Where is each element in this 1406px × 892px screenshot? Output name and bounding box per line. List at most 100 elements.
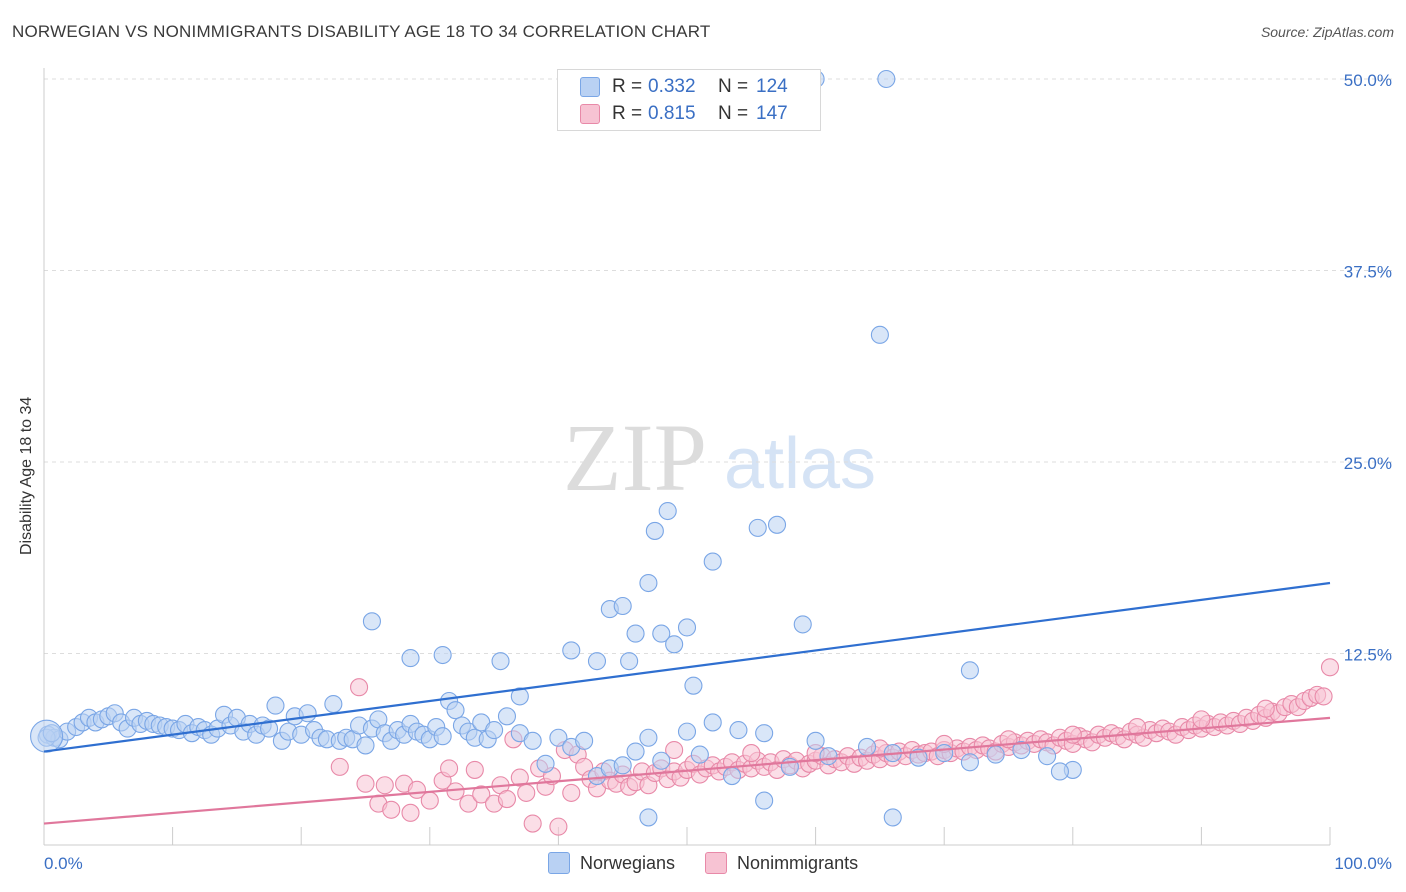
norwegians-trend-line: [43, 581, 1331, 753]
norwegians-point: [401, 649, 420, 668]
watermark-atlas: atlas: [724, 424, 876, 504]
norwegians-point: [324, 695, 343, 714]
norwegians-point: [877, 69, 896, 89]
nonimmigrants-point: [562, 783, 581, 802]
norwegians-point: [536, 754, 555, 773]
norwegians-point: [362, 612, 381, 631]
norwegians-point: [613, 596, 632, 616]
nonimmigrants-point: [523, 814, 542, 833]
norwegians-legend-swatch: [548, 852, 570, 874]
norwegians-swatch: [580, 77, 600, 97]
norwegians-point: [433, 727, 452, 746]
norwegians-point: [266, 696, 285, 715]
norwegians-point: [729, 721, 748, 740]
nonimmigrants-point: [375, 776, 394, 795]
norwegians-legend-label: Norwegians: [580, 852, 676, 873]
norwegians-point: [639, 808, 658, 827]
source-label: Source: ZipAtlas.com: [1260, 24, 1394, 40]
norwegians-point: [562, 641, 581, 660]
axes: [43, 68, 1331, 846]
norwegians-point: [935, 744, 954, 763]
nonimmigrants-point: [356, 774, 375, 793]
legend-row-nonimmigrants: R = 0.815 N = 147: [580, 101, 788, 127]
nonimmigrants-point: [1063, 725, 1082, 744]
norwegians-point: [639, 728, 658, 747]
nonimmigrants-point: [446, 782, 465, 801]
tick-labels: 12.5% 25.0% 37.5% 50.0% 0.0% 100.0%: [44, 71, 1392, 873]
nonimmigrants-point: [382, 800, 401, 819]
x-tick-label-min: 0.0%: [44, 854, 83, 873]
norwegians-point: [433, 645, 452, 665]
n-label: N =: [718, 76, 749, 97]
norwegians-point: [703, 552, 722, 571]
norwegians-point: [446, 701, 465, 720]
series-legend: Norwegians Nonimmigrants: [548, 852, 888, 874]
nonimmigrants-swatch: [580, 104, 600, 124]
norwegians-point: [677, 722, 697, 741]
nonimmigrants-trend-line: [43, 716, 1331, 825]
norwegians-point: [356, 736, 375, 755]
nonimmigrants-point: [472, 785, 491, 804]
norwegians-point: [883, 808, 902, 827]
norwegians-point: [1038, 747, 1057, 766]
norwegians-point: [960, 753, 979, 772]
norwegians-point: [30, 719, 64, 753]
nonimmigrants-point: [350, 678, 369, 697]
nonimmigrants-point: [549, 817, 568, 836]
legend-item-norwegians: Norwegians: [548, 852, 675, 874]
stats-legend: R = 0.332 N = 124 R = 0.815 N = 147: [557, 69, 821, 131]
norwegians-point: [259, 719, 279, 738]
nonimmigrants-point: [1320, 658, 1340, 677]
x-tick-label-max: 100.0%: [1334, 854, 1392, 873]
norwegians-point: [587, 652, 607, 671]
nonimmigrants-point: [1192, 710, 1211, 729]
norwegians-point: [491, 652, 510, 671]
norwegians-point: [665, 635, 684, 654]
nonimmigrants-point: [465, 760, 484, 779]
norwegians-point: [658, 501, 677, 521]
nonimmigrants-point: [1256, 699, 1275, 718]
r-label: R =: [612, 76, 643, 97]
nonimmigrants-point: [517, 783, 536, 802]
nonimmigrants-legend-label: Nonimmigrants: [737, 852, 859, 873]
nonimmigrants-point: [1128, 717, 1147, 737]
nonimmigrants-point: [1314, 687, 1333, 706]
y-tick-label: 12.5%: [1344, 646, 1392, 665]
norwegians-point: [755, 724, 774, 743]
norwegians-point: [613, 756, 632, 775]
norwegians-point: [722, 767, 742, 786]
norwegians-point: [748, 518, 767, 537]
norwegians-point: [298, 704, 317, 723]
norwegians-point: [652, 624, 671, 643]
norwegians-point: [703, 713, 722, 732]
norwegians-point: [1050, 762, 1069, 781]
norwegians-point: [960, 661, 979, 680]
nonimmigrants-point: [742, 744, 761, 763]
norwegians-point: [485, 721, 504, 740]
norwegians-point: [1012, 740, 1031, 760]
norwegians-point: [575, 731, 594, 750]
norwegians-point: [677, 618, 697, 637]
y-tick-label: 50.0%: [1344, 71, 1392, 90]
y-tick-label: 37.5%: [1344, 263, 1392, 282]
nonimmigrants-point: [401, 803, 420, 822]
nonimmigrants-legend-swatch: [705, 852, 728, 874]
norwegians-point: [690, 745, 709, 764]
nonimmigrants-point: [459, 794, 478, 813]
norwegians-point: [793, 615, 812, 634]
grid-lines: [44, 78, 1392, 654]
y-axis-label: Disability Age 18 to 34: [18, 396, 35, 555]
nonimmigrants-point: [420, 791, 439, 810]
norwegians-point: [909, 748, 928, 767]
norwegians-point: [620, 652, 639, 671]
norwegians-point: [986, 745, 1005, 764]
nonimmigrants-point: [665, 740, 684, 760]
nonimmigrants-r-value: 0.815: [648, 103, 696, 124]
norwegians-n-value: 124: [756, 76, 788, 97]
norwegians-point: [755, 791, 774, 810]
norwegians-r-value: 0.332: [648, 76, 696, 97]
norwegians-point: [497, 707, 517, 726]
norwegians-point: [626, 624, 645, 643]
legend-row-norwegians: R = 0.332 N = 124: [580, 74, 788, 100]
